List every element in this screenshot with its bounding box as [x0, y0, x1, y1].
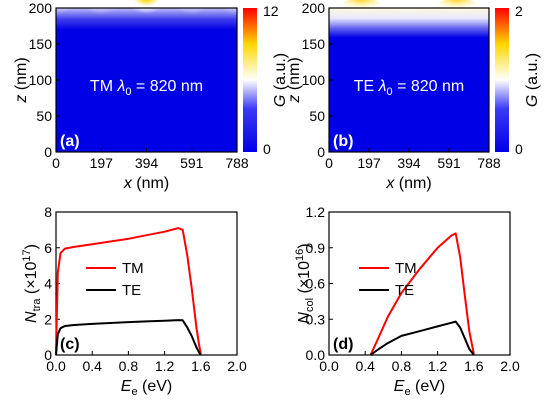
x-axis-label: x (nm) [385, 175, 431, 192]
y-axis-label: Ncol (×1016) [294, 243, 316, 323]
colorbar-max-label: 2 [515, 3, 523, 19]
y-tick-label: 0.9 [306, 240, 326, 256]
x-axis-label: Ee (eV) [394, 378, 445, 398]
series-line-tm [55, 227, 202, 355]
x-tick-label: 2.0 [500, 358, 520, 374]
y-tick-label: 4 [44, 276, 52, 292]
x-tick-label: 0.4 [82, 358, 102, 374]
y-tick-label: 100 [29, 72, 53, 88]
x-tick-label: 2.0 [227, 358, 247, 374]
y-axis-label: z (nm) [286, 57, 303, 103]
series-line-te [370, 320, 475, 356]
heatmap-hot-spot [130, 0, 163, 22]
panel-label: (c) [60, 336, 80, 353]
x-tick-label: 0.0 [46, 358, 66, 374]
x-tick-label: 0 [52, 155, 60, 171]
heatmap-minor-lobe [393, 0, 425, 26]
series-line-te [55, 319, 202, 356]
x-tick-label: 0 [325, 155, 333, 171]
x-tick-label: 591 [437, 155, 461, 171]
colorbar-max-label: 12 [263, 3, 279, 19]
x-axis-label: x (nm) [123, 175, 169, 192]
y-tick-label: 200 [29, 0, 53, 16]
x-tick-label: 0.0 [319, 358, 339, 374]
y-tick-label: 0.6 [306, 276, 326, 292]
y-tick-label: 0 [44, 347, 52, 363]
y-tick-label: 200 [302, 0, 326, 16]
x-tick-label: 0.8 [392, 358, 412, 374]
colorbar-min-label: 0 [515, 141, 523, 157]
plot-frame [328, 7, 490, 153]
y-tick-label: 50 [309, 108, 325, 124]
colorbar-label: G (a.u.) [524, 53, 541, 107]
x-tick-label: 0.4 [355, 358, 375, 374]
x-tick-label: 1.6 [464, 358, 484, 374]
colorbar-min-label: 0 [263, 141, 271, 157]
heatmap-annotation: TE λ0 = 820 nm [354, 78, 465, 98]
x-tick-label: 1.2 [155, 358, 175, 374]
panel-label: (d) [333, 336, 353, 353]
y-tick-label: 2 [44, 311, 52, 327]
panel-b: 0 197 394 591 788 0 50 100 150 200 x (nm) z (nm) TE … [286, 0, 541, 192]
x-tick-label: 1.2 [428, 358, 448, 374]
y-tick-label: 50 [36, 108, 52, 124]
panel-label: (b) [333, 133, 353, 150]
heatmap-minor-lobe [85, 0, 118, 26]
y-tick-label: 1.2 [306, 204, 326, 220]
y-tick-label: 100 [302, 72, 326, 88]
plot-frame [55, 7, 238, 153]
colorbar-label: G (a.u.) [272, 53, 289, 107]
y-tick-label: 8 [44, 204, 52, 220]
legend-label-tm: TM [395, 260, 417, 277]
heatmap-hot-spot [434, 0, 479, 18]
colorbar [243, 8, 257, 152]
plot-frame [55, 211, 238, 356]
panel-a: 0 197 394 591 788 0 50 100 150 200 x (nm) z (nm) TM … [13, 0, 289, 192]
y-axis-label: Ntra (×1017) [21, 244, 43, 323]
y-tick-label: 150 [302, 36, 326, 52]
heatmap-annotation: TM λ0 = 820 nm [90, 78, 203, 98]
x-tick-label: 394 [397, 155, 421, 171]
legend-label-te: TE [395, 282, 414, 299]
heatmap-hot-spot [339, 0, 384, 18]
x-tick-label: 197 [357, 155, 381, 171]
x-tick-label: 0.8 [119, 358, 139, 374]
x-tick-label: 1.6 [191, 358, 211, 374]
legend-label-tm: TM [122, 260, 144, 277]
x-axis-label: Ee (eV) [121, 378, 172, 398]
y-tick-label: 150 [29, 36, 53, 52]
x-tick-label: 788 [225, 155, 249, 171]
y-tick-label: 0 [317, 144, 325, 160]
y-tick-label: 0.3 [306, 311, 326, 327]
heatmap-minor-lobe [175, 0, 208, 26]
heatmap-field [56, 8, 237, 152]
colorbar [495, 8, 509, 152]
y-tick-label: 0.0 [306, 347, 326, 363]
x-tick-label: 788 [477, 155, 501, 171]
x-tick-label: 394 [135, 155, 159, 171]
panel-label: (a) [60, 133, 80, 150]
x-tick-label: 197 [90, 155, 114, 171]
y-tick-label: 0 [44, 144, 52, 160]
panel-c: 0.0 0.4 0.8 1.2 1.6 2.0 0 2 4 6 8 Ee (eV) Ntra (×101… [21, 204, 247, 398]
legend-label-te: TE [122, 282, 141, 299]
y-tick-label: 6 [44, 240, 52, 256]
series-line-tm [369, 232, 475, 356]
y-axis-label: z (nm) [13, 57, 30, 103]
plot-frame [328, 211, 511, 356]
x-tick-label: 591 [180, 155, 204, 171]
panel-d: 0.0 0.4 0.8 1.2 1.6 2.0 0.0 0.3 0.6 0.9 1.2 Ee (eV)… [294, 204, 520, 398]
